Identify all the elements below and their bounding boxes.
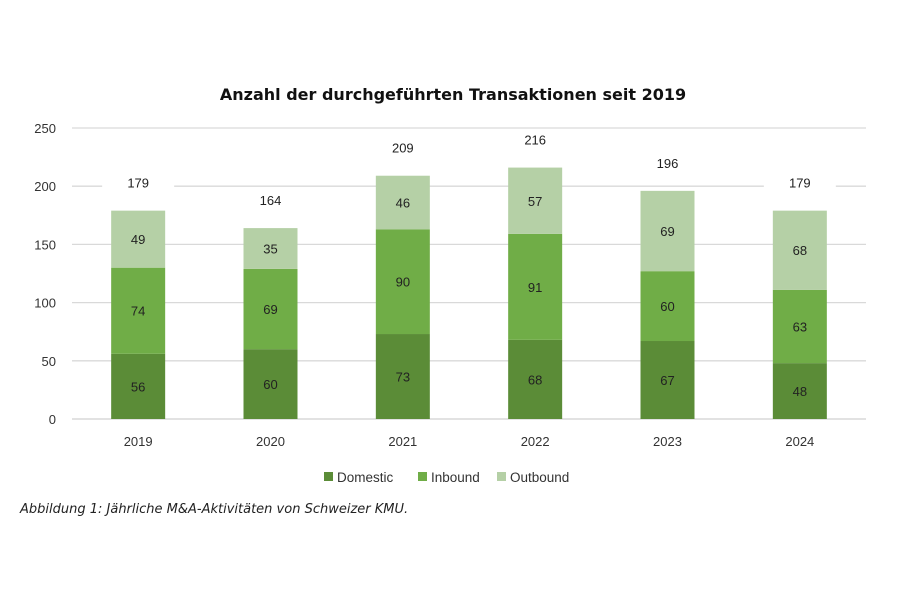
total-label: 209	[392, 141, 414, 156]
legend-swatch	[418, 472, 427, 481]
bar-stack: 68 91 57 216	[499, 129, 572, 419]
bar-segment-domestic	[111, 353, 166, 419]
figure-caption: Abbildung 1: Jährliche M&A-Aktivitäten v…	[20, 502, 409, 517]
bar-segment-inbound	[111, 267, 166, 354]
bar-segment-inbound	[375, 229, 430, 335]
y-axis-ticks: 0 50 100 150 200 250	[34, 121, 56, 427]
x-tick-label: 2024	[785, 434, 814, 449]
x-tick-label: 2022	[521, 434, 550, 449]
total-label: 179	[789, 176, 811, 191]
bar-segment-domestic	[375, 334, 430, 419]
data-label: 68	[793, 243, 807, 258]
data-label: 49	[131, 232, 145, 247]
data-label: 35	[263, 241, 277, 256]
legend-item-outbound: Outbound	[497, 470, 569, 485]
x-tick-label: 2020	[256, 434, 285, 449]
data-label: 90	[396, 275, 410, 290]
y-tick-label: 200	[34, 179, 56, 194]
bar-stack: 67 60 69 196	[631, 152, 704, 419]
data-label: 46	[396, 195, 410, 210]
data-label: 56	[131, 379, 145, 394]
total-label-background	[763, 172, 836, 193]
total-label: 196	[657, 156, 679, 171]
data-label: 60	[660, 299, 674, 314]
y-tick-label: 250	[34, 121, 56, 136]
legend-label: Domestic	[337, 470, 394, 485]
bar-segment-outbound	[111, 210, 166, 268]
total-label-background	[234, 190, 307, 211]
y-tick-label: 100	[34, 296, 56, 311]
legend-label: Inbound	[431, 470, 480, 485]
total-label-background	[499, 129, 572, 150]
legend-item-inbound: Inbound	[418, 470, 480, 485]
data-label: 60	[263, 377, 277, 392]
data-label: 63	[793, 319, 807, 334]
bar-segment-inbound	[640, 271, 695, 342]
bar-segment-inbound	[508, 233, 563, 340]
data-label: 67	[660, 373, 674, 388]
bar-segment-inbound	[772, 289, 827, 364]
data-label: 91	[528, 280, 542, 295]
x-tick-label: 2021	[388, 434, 417, 449]
gridlines	[72, 127, 866, 420]
total-label-background	[366, 137, 439, 158]
legend-label: Outbound	[510, 470, 569, 485]
bar-segment-domestic	[772, 363, 827, 419]
y-tick-label: 150	[34, 237, 56, 252]
bar-segment-outbound	[772, 210, 827, 290]
data-label: 73	[396, 370, 410, 385]
data-label: 69	[660, 224, 674, 239]
bar-stack: 56 74 49 179	[102, 172, 175, 419]
legend: Domestic Inbound Outbound	[324, 470, 569, 485]
total-label: 179	[127, 176, 149, 191]
bar-stack: 60 69 35 164	[234, 190, 307, 419]
total-label: 164	[260, 193, 282, 208]
data-label: 69	[263, 302, 277, 317]
data-label: 48	[793, 384, 807, 399]
bars: 56 74 49 179 60 69 35 164 73 90 46 209 68 91 57 216 67 60…	[102, 129, 836, 419]
bar-segment-outbound	[243, 228, 298, 269]
x-tick-label: 2023	[653, 434, 682, 449]
y-tick-label: 50	[42, 354, 56, 369]
bar-stack: 48 63 68 179	[763, 172, 836, 419]
bar-stack: 73 90 46 209	[366, 137, 439, 419]
bar-segment-outbound	[508, 167, 563, 234]
y-tick-label: 0	[49, 412, 56, 427]
data-label: 57	[528, 194, 542, 209]
x-axis-ticks: 2019 2020 2021 2022 2023 2024	[124, 434, 815, 449]
total-label-background	[631, 152, 704, 173]
bar-segment-domestic	[640, 341, 695, 419]
data-label: 74	[131, 304, 145, 319]
legend-item-domestic: Domestic	[324, 470, 394, 485]
data-label: 68	[528, 372, 542, 387]
legend-swatch	[324, 472, 333, 481]
total-label-background	[102, 172, 175, 193]
total-label: 216	[524, 133, 546, 148]
bar-segment-outbound	[640, 190, 695, 272]
legend-swatch	[497, 472, 506, 481]
bar-segment-outbound	[375, 175, 430, 230]
bar-segment-domestic	[508, 339, 563, 419]
bar-segment-inbound	[243, 268, 298, 350]
chart-title: Anzahl der durchgeführten Transaktionen …	[220, 85, 686, 104]
bar-segment-domestic	[243, 349, 298, 419]
x-tick-label: 2019	[124, 434, 153, 449]
